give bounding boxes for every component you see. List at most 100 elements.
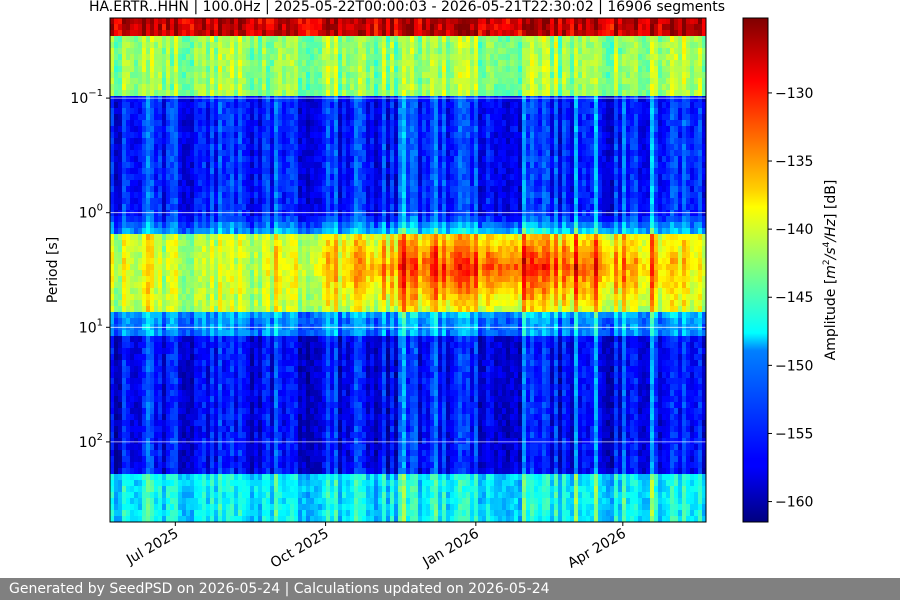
heatmap-cell <box>250 360 255 367</box>
heatmap-cell <box>186 54 191 61</box>
heatmap-cell <box>238 330 243 337</box>
heatmap-cell <box>290 258 295 265</box>
heatmap-cell <box>250 288 255 295</box>
heatmap-cell <box>322 132 327 139</box>
heatmap-cell <box>254 402 259 409</box>
heatmap-cell <box>202 450 207 457</box>
heatmap-cell <box>318 72 323 79</box>
heatmap-cell <box>230 300 235 307</box>
heatmap-cell <box>134 450 139 457</box>
heatmap-cell <box>210 72 215 79</box>
heatmap-cell <box>310 294 315 301</box>
heatmap-cell <box>206 480 211 487</box>
heatmap-cell <box>110 504 115 511</box>
heatmap-cell <box>174 66 179 73</box>
heatmap-cell <box>166 90 171 97</box>
heatmap-cell <box>254 354 259 361</box>
heatmap-cell <box>294 408 299 415</box>
heatmap-cell <box>130 204 135 211</box>
heatmap-cell <box>238 408 243 415</box>
heatmap-cell <box>226 48 231 55</box>
heatmap-cell <box>286 462 291 469</box>
heatmap-cell <box>110 258 115 265</box>
heatmap-cell <box>190 192 195 199</box>
heatmap-cell <box>310 462 315 469</box>
heatmap-cell <box>310 60 315 67</box>
heatmap-cell <box>162 498 167 505</box>
heatmap-cell <box>206 498 211 505</box>
heatmap-cell <box>206 264 211 271</box>
heatmap-cell <box>282 192 287 199</box>
heatmap-cell <box>254 138 259 145</box>
heatmap-cell <box>306 186 311 193</box>
heatmap-cell <box>166 198 171 205</box>
heatmap-cell <box>126 204 131 211</box>
heatmap-cell <box>178 18 183 25</box>
heatmap-cell <box>230 96 235 103</box>
heatmap-cell <box>298 126 303 133</box>
heatmap-cell <box>222 264 227 271</box>
heatmap-cell <box>246 228 251 235</box>
heatmap-cell <box>274 60 279 67</box>
heatmap-cell <box>254 252 259 259</box>
heatmap-cell <box>190 336 195 343</box>
heatmap-cell <box>150 156 155 163</box>
heatmap-cell <box>222 366 227 373</box>
heatmap-cell <box>302 84 307 91</box>
heatmap-cell <box>206 222 211 229</box>
heatmap-cell <box>202 108 207 115</box>
heatmap-cell <box>126 258 131 265</box>
heatmap-cell <box>150 192 155 199</box>
heatmap-cell <box>202 174 207 181</box>
heatmap-cell <box>242 486 247 493</box>
heatmap-cell <box>330 144 335 151</box>
heatmap-cell <box>334 252 339 259</box>
heatmap-cell <box>190 144 195 151</box>
heatmap-cell <box>118 240 123 247</box>
heatmap-cell <box>198 84 203 91</box>
heatmap-cell <box>214 180 219 187</box>
heatmap-cell <box>218 66 223 73</box>
heatmap-cell <box>322 216 327 223</box>
heatmap-cell <box>110 276 115 283</box>
heatmap-cell <box>142 270 147 277</box>
heatmap-cell <box>310 150 315 157</box>
heatmap-cell <box>254 240 259 247</box>
heatmap-cell <box>198 258 203 265</box>
heatmap-cell <box>154 510 159 517</box>
heatmap-cell <box>186 312 191 319</box>
heatmap-cell <box>258 150 263 157</box>
heatmap-cell <box>210 396 215 403</box>
heatmap-cell <box>122 348 127 355</box>
heatmap-cell <box>342 258 347 265</box>
heatmap-cell <box>278 42 283 49</box>
heatmap-cell <box>250 102 255 109</box>
heatmap-cell <box>170 192 175 199</box>
heatmap-cell <box>154 246 159 253</box>
heatmap-cell <box>226 162 231 169</box>
heatmap-cell <box>170 330 175 337</box>
heatmap-cell <box>222 390 227 397</box>
heatmap-cell <box>258 210 263 217</box>
heatmap-cell <box>110 186 115 193</box>
heatmap-cell <box>190 72 195 79</box>
heatmap-cell <box>246 84 251 91</box>
heatmap-cell <box>298 282 303 289</box>
heatmap-cell <box>258 222 263 229</box>
heatmap-cell <box>342 282 347 289</box>
heatmap-cell <box>286 156 291 163</box>
heatmap-cell <box>158 24 163 31</box>
heatmap-cell <box>186 168 191 175</box>
heatmap-cell <box>334 516 339 522</box>
heatmap-cell <box>182 180 187 187</box>
heatmap-cell <box>150 30 155 37</box>
heatmap-cell <box>346 252 351 259</box>
heatmap-cell <box>162 258 167 265</box>
heatmap-cell <box>170 498 175 505</box>
heatmap-cell <box>114 306 119 313</box>
heatmap-cell <box>286 342 291 349</box>
heatmap-cell <box>270 474 275 481</box>
heatmap-cell <box>194 468 199 475</box>
heatmap-cell <box>218 360 223 367</box>
heatmap-cell <box>142 462 147 469</box>
